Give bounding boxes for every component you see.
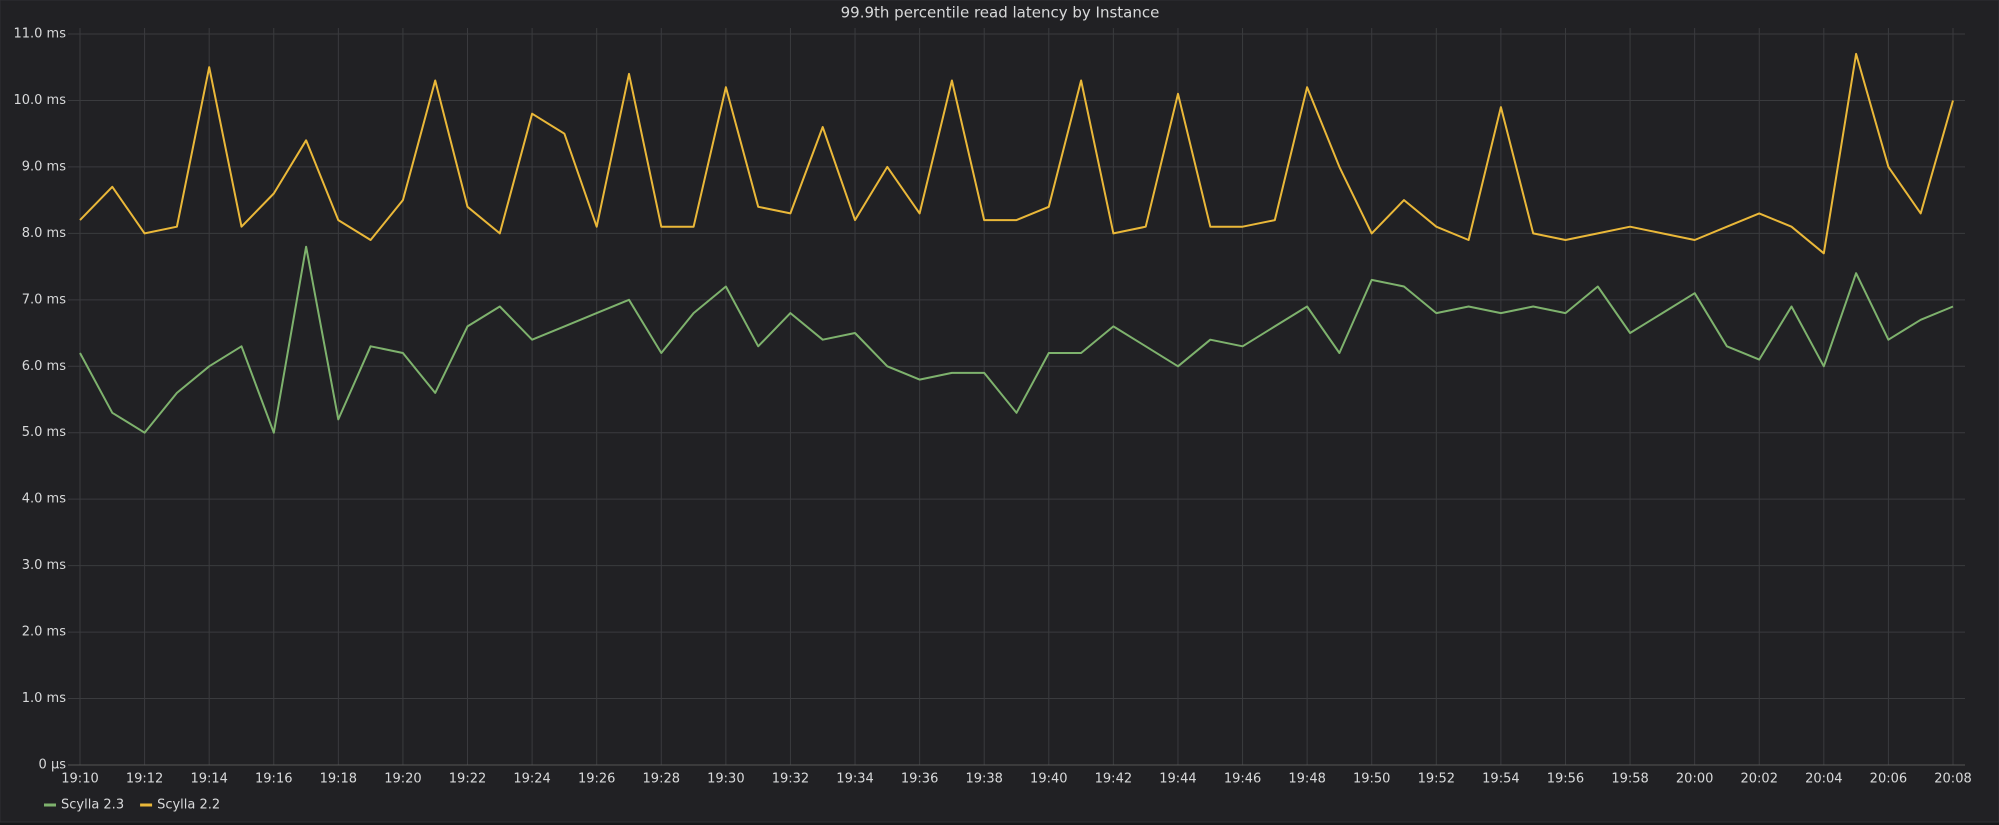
x-tick-label: 19:40 [1030, 772, 1067, 787]
x-tick-label: 19:50 [1353, 772, 1390, 787]
x-tick-label: 19:28 [643, 772, 680, 787]
x-tick-label: 19:34 [836, 772, 873, 787]
x-tick-label: 19:44 [1159, 772, 1196, 787]
x-tick-label: 19:22 [449, 772, 486, 787]
y-tick-label: 8.0 ms [22, 226, 66, 241]
x-tick-label: 19:54 [1482, 772, 1519, 787]
y-tick-label: 10.0 ms [13, 93, 66, 108]
y-tick-label: 3.0 ms [22, 558, 66, 573]
x-tick-label: 19:52 [1418, 772, 1455, 787]
chart-title: 99.9th percentile read latency by Instan… [841, 4, 1160, 22]
x-tick-label: 20:08 [1934, 772, 1971, 787]
x-tick-label: 19:24 [513, 772, 550, 787]
y-tick-label: 1.0 ms [22, 691, 66, 706]
x-tick-label: 19:36 [901, 772, 938, 787]
legend-label: Scylla 2.2 [157, 798, 220, 813]
x-tick-label: 19:46 [1224, 772, 1261, 787]
x-tick-label: 19:42 [1095, 772, 1132, 787]
y-tick-label: 6.0 ms [22, 359, 66, 374]
series-line [79, 245, 1954, 434]
y-tick-label: 2.0 ms [22, 625, 66, 640]
x-tick-label: 19:48 [1288, 772, 1325, 787]
x-tick-label: 20:00 [1676, 772, 1713, 787]
y-tick-label: 11.0 ms [13, 27, 66, 42]
y-tick-label: 0 µs [39, 758, 67, 773]
x-tick-label: 19:14 [190, 772, 227, 787]
x-tick-label: 20:04 [1805, 772, 1842, 787]
legend-label: Scylla 2.3 [61, 798, 124, 813]
x-tick-label: 20:02 [1741, 772, 1778, 787]
x-tick-label: 19:18 [320, 772, 357, 787]
x-tick-label: 19:30 [707, 772, 744, 787]
x-tick-label: 19:38 [965, 772, 1002, 787]
x-tick-label: 20:06 [1870, 772, 1907, 787]
x-tick-label: 19:56 [1547, 772, 1584, 787]
x-tick-label: 19:58 [1611, 772, 1648, 787]
y-tick-label: 9.0 ms [22, 159, 66, 174]
x-tick-label: 19:10 [61, 772, 98, 787]
x-tick-label: 19:26 [578, 772, 615, 787]
y-tick-label: 4.0 ms [22, 492, 66, 507]
x-tick-label: 19:12 [126, 772, 163, 787]
y-tick-label: 5.0 ms [22, 425, 66, 440]
x-tick-label: 19:16 [255, 772, 292, 787]
y-tick-label: 7.0 ms [22, 292, 66, 307]
x-tick-label: 19:20 [384, 772, 421, 787]
x-tick-label: 19:32 [772, 772, 809, 787]
series-line [79, 52, 1954, 255]
